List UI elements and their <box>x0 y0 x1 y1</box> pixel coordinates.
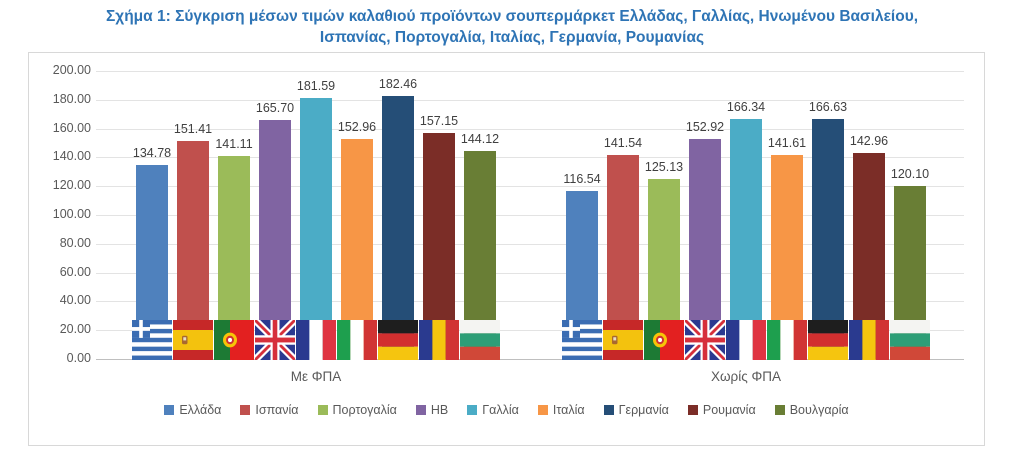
bar-value-label: 181.59 <box>296 78 336 93</box>
legend-swatch-icon <box>537 405 548 415</box>
figure-title-line2: Ισπανίας, Πορτογαλία, Ιταλίας, Γερμανία,… <box>319 29 705 46</box>
bar-value-label: 166.34 <box>726 100 766 115</box>
y-tick-label: 20.00 <box>59 322 91 337</box>
flag-germany-icon <box>808 320 848 360</box>
bar-value-label: 141.61 <box>767 136 807 151</box>
gridline <box>96 272 964 274</box>
bar-germany <box>382 96 414 359</box>
legend-swatch-icon <box>240 405 251 415</box>
bar-value-label: 120.10 <box>890 167 930 182</box>
bar-france <box>300 97 332 359</box>
flag-portugal-icon <box>214 320 254 360</box>
gridline <box>96 157 964 159</box>
bar-value-label: 152.96 <box>337 119 377 134</box>
flag-romania-icon <box>849 320 889 360</box>
flag-bulgaria-icon <box>460 320 500 360</box>
bar-value-label: 144.12 <box>460 132 500 147</box>
gridline <box>96 243 964 245</box>
legend-swatch-icon <box>774 405 785 415</box>
legend-item-bulgaria: Βουλγαρία <box>774 403 849 417</box>
chart-area: 0.00 20.00 40.00 60.00 80.00 100.00 120.00 140.… <box>28 52 985 446</box>
flag-spain-icon <box>173 320 213 360</box>
figure-title-line1: Σχήμα 1: Σύγκριση μέσων τιμών καλαθιού π… <box>105 8 919 25</box>
legend-swatch-icon <box>467 405 478 415</box>
bar-value-label: 141.54 <box>603 136 643 151</box>
category-label: Με ΦΠΑ <box>290 369 342 384</box>
bar-value-label: 142.96 <box>849 134 889 149</box>
y-tick-label: 140.00 <box>52 149 91 164</box>
bar-germany <box>812 119 844 359</box>
legend-item-portugal: Πορτογαλία <box>317 403 397 417</box>
bar-value-label: 152.92 <box>685 119 725 134</box>
y-tick-label: 120.00 <box>52 178 91 193</box>
bar-value-label: 134.78 <box>132 145 172 160</box>
flag-france-icon <box>726 320 766 360</box>
flag-uk-icon <box>685 320 725 360</box>
gridline <box>96 128 964 130</box>
legend-swatch-icon <box>164 405 175 415</box>
gridline <box>96 99 964 101</box>
legend-swatch-icon <box>415 405 426 415</box>
y-tick-label: 200.00 <box>52 63 91 77</box>
legend-label: Γαλλία <box>482 403 519 417</box>
category-label: Χωρίς ΦΠΑ <box>710 369 782 384</box>
legend-item-italy: Ιταλία <box>537 403 585 417</box>
gridline <box>96 301 964 303</box>
flag-spain-icon <box>603 320 643 360</box>
legend-label: Ιταλία <box>552 403 585 417</box>
flag-portugal-icon <box>644 320 684 360</box>
bar-value-label: 151.41 <box>173 121 213 136</box>
legend-label: Βουλγαρία <box>789 403 849 417</box>
gridline <box>96 215 964 216</box>
y-tick-label: 180.00 <box>52 91 91 106</box>
figure-title: Σχήμα 1: Σύγκριση μέσων τιμών καλαθιού π… <box>0 6 1024 48</box>
gridline <box>96 71 964 72</box>
legend-item-germany: Γερμανία <box>603 403 669 417</box>
y-tick-label: 100.00 <box>52 207 91 221</box>
bar-value-label: 157.15 <box>419 113 459 128</box>
flag-italy-icon <box>337 320 377 360</box>
flag-germany-icon <box>378 320 418 360</box>
x-axis-line <box>96 359 964 360</box>
legend-label: Γερμανία <box>618 403 669 417</box>
bar-value-label: 166.63 <box>808 100 848 115</box>
legend-label: Ρουμανία <box>702 403 756 417</box>
legend-swatch-icon <box>317 405 328 415</box>
y-tick-label: 60.00 <box>59 264 91 279</box>
bar-value-label: 125.13 <box>644 159 684 174</box>
gridline <box>96 330 964 332</box>
flag-greece-icon <box>562 320 602 360</box>
flag-uk-icon <box>255 320 295 360</box>
bar-value-label: 182.46 <box>378 77 418 92</box>
legend-swatch-icon <box>687 405 698 415</box>
legend-label: Ελλάδα <box>179 403 222 417</box>
legend-item-greece: Ελλάδα <box>164 403 221 417</box>
bar-value-label: 116.54 <box>563 172 601 187</box>
bar-value-label: 165.70 <box>255 101 295 116</box>
y-tick-label: 40.00 <box>59 293 91 308</box>
flag-france-icon <box>296 320 336 360</box>
legend-item-spain: Ισπανία <box>240 403 299 417</box>
legend-item-france: Γαλλία <box>467 403 519 417</box>
gridline <box>96 186 964 188</box>
legend-swatch-icon <box>603 405 614 415</box>
bar-value-label: 141.11 <box>215 136 253 151</box>
flag-romania-icon <box>419 320 459 360</box>
bar-france <box>730 119 762 359</box>
bar-uk <box>259 120 291 359</box>
y-tick-label: 0.00 <box>66 351 91 365</box>
y-tick-label: 80.00 <box>59 235 91 250</box>
y-tick-label: 160.00 <box>52 120 91 135</box>
legend-label: Πορτογαλία <box>332 403 397 417</box>
legend-item-romania: Ρουμανία <box>687 403 756 417</box>
flag-bulgaria-icon <box>890 320 930 360</box>
flag-greece-icon <box>132 320 172 360</box>
legend: Ελλάδα Ισπανία Πορτογαλία ΗΒ Γαλλία Ιταλία Γερ… <box>29 403 984 417</box>
flag-italy-icon <box>767 320 807 360</box>
legend-item-uk: ΗΒ <box>415 403 449 417</box>
legend-label: ΗΒ <box>430 403 449 417</box>
legend-label: Ισπανία <box>255 403 299 417</box>
